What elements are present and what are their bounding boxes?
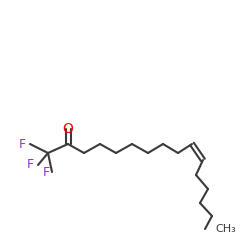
Text: CH₃: CH₃ — [215, 224, 236, 234]
Text: O: O — [62, 122, 74, 136]
Text: F: F — [27, 158, 34, 172]
Text: F: F — [43, 166, 50, 178]
Text: F: F — [19, 138, 26, 150]
